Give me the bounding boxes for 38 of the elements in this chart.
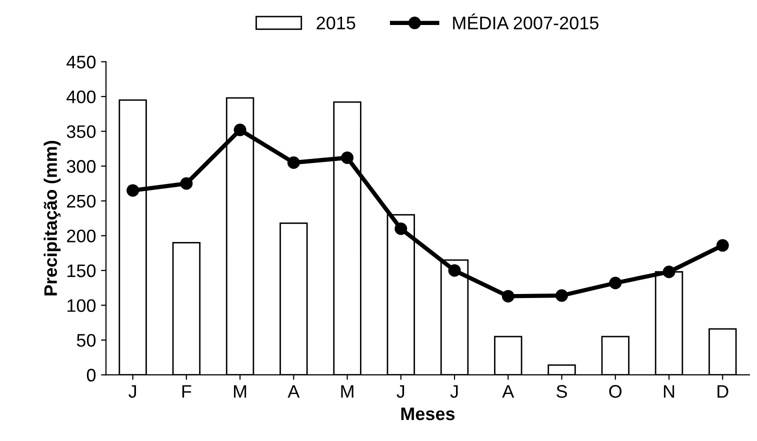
- y-tick-label: 400: [66, 90, 96, 104]
- y-tick-label: 0: [86, 368, 96, 382]
- point: [662, 266, 676, 278]
- y-tick-label: 250: [67, 194, 96, 208]
- legend-label: 2015: [316, 16, 356, 30]
- point: [556, 289, 568, 302]
- y-tick-label: 50: [76, 334, 96, 347]
- y-tick-label: 350: [66, 125, 96, 138]
- x-tick-label: J: [128, 385, 136, 398]
- x-tick-label: J: [450, 385, 458, 398]
- x-tick-label: A: [502, 385, 514, 398]
- x-tick-label: M: [234, 385, 246, 398]
- point: [394, 222, 408, 235]
- point: [234, 124, 246, 136]
- point: [341, 152, 354, 164]
- x-tick-label: O: [609, 385, 622, 398]
- x-tick-label: M: [341, 385, 354, 398]
- y-tick-label: 200: [67, 230, 96, 242]
- x-tick-label: S: [556, 385, 567, 398]
- y-tick-label: 300: [66, 160, 96, 173]
- x-tick-label: N: [664, 385, 674, 398]
- x-tick-label: J: [396, 385, 404, 398]
- y-axis-title: Precipitação (mm): [44, 140, 61, 296]
- point: [448, 264, 461, 277]
- point: [609, 276, 622, 290]
- point: [502, 290, 514, 302]
- y-tick-label: 450: [66, 56, 96, 68]
- x-tick-label: A: [288, 385, 300, 398]
- x-axis-title: Meses: [401, 408, 455, 420]
- point: [126, 184, 140, 197]
- y-tick-label: 150: [68, 264, 96, 278]
- legend-label: MÉDIA 2007-2015: [453, 14, 598, 30]
- y-tick-label: 100: [68, 299, 96, 312]
- x-tick-label: D: [718, 385, 728, 398]
- point: [716, 239, 729, 252]
- point: [180, 177, 193, 190]
- point: [287, 156, 300, 169]
- x-tick-label: F: [182, 385, 192, 398]
